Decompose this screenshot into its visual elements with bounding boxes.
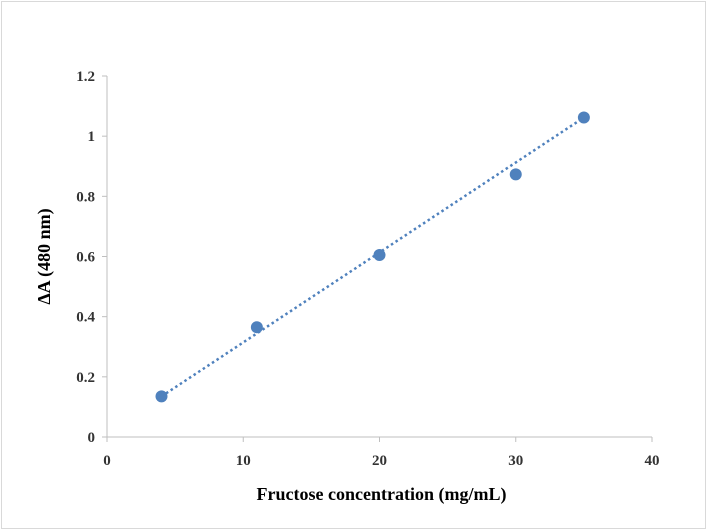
x-axis-title: Fructose concentration (mg/mL): [257, 484, 507, 505]
y-tick-label: 0.6: [76, 250, 95, 266]
x-tick-label: 40: [645, 453, 660, 469]
trendline-line: [160, 116, 585, 398]
x-tick-label: 0: [103, 453, 111, 469]
data-point: [373, 248, 386, 261]
data-point: [250, 321, 263, 334]
x-axis-ticks: 0 10 20 30 40: [103, 437, 660, 469]
y-tick-label: 1: [88, 129, 96, 145]
data-point: [577, 111, 590, 124]
y-tick-label: 0: [88, 430, 96, 446]
data-point: [155, 390, 168, 403]
y-axis-title: ΔA (480 nm): [34, 208, 55, 304]
x-tick-label: 20: [372, 453, 387, 469]
data-points: [155, 111, 590, 403]
y-tick-label: 0.8: [76, 189, 95, 205]
y-tick-label: 1.2: [76, 69, 95, 85]
y-tick-label: 0.2: [76, 370, 95, 386]
x-tick-label: 30: [508, 453, 523, 469]
trendline: [160, 116, 585, 398]
x-tick-label: 10: [236, 453, 251, 469]
data-point: [509, 168, 522, 181]
y-tick-label: 0.4: [76, 310, 95, 326]
y-axis-ticks: 0 0.2 0.4 0.6 0.8 1 1.2: [76, 69, 107, 446]
